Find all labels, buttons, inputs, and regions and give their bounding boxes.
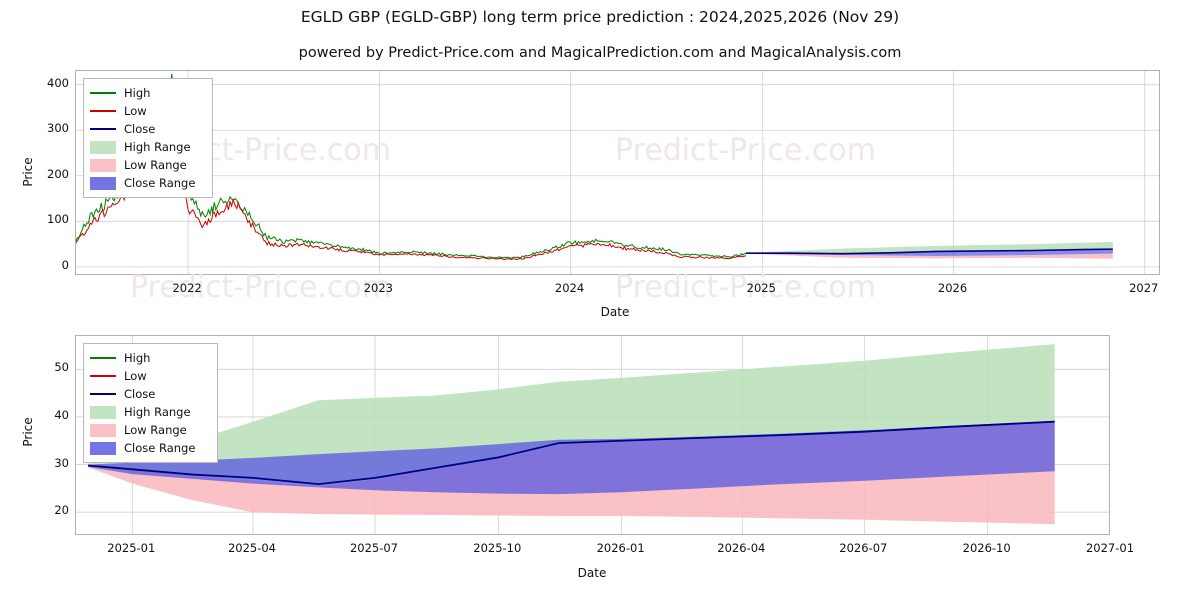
- top-y-tick: 300: [47, 121, 69, 136]
- legend-label: Close Range: [124, 441, 196, 455]
- legend-label: Low: [124, 369, 147, 383]
- top-x-tick: 2026: [937, 281, 968, 295]
- top-x-tick: 2027: [1129, 281, 1159, 295]
- legend-swatch-icon: [90, 423, 116, 437]
- legend-swatch-icon: [90, 105, 116, 117]
- legend-label: Close: [124, 122, 156, 136]
- bottom-x-tick: 2025-01: [107, 541, 156, 555]
- legend-label: Low Range: [124, 423, 187, 437]
- bottom-y-tick: 50: [54, 360, 69, 375]
- legend-swatch-icon: [90, 405, 116, 419]
- legend-label: High Range: [124, 405, 191, 419]
- bottom-x-tick: 2025-10: [473, 541, 522, 555]
- bottom-x-tick: 2025-04: [227, 541, 276, 555]
- legend-item-low-range: Low Range: [90, 156, 205, 174]
- legend-swatch-icon: [90, 87, 116, 99]
- legend-swatch-icon: [90, 158, 116, 172]
- legend-swatch-icon: [90, 352, 116, 364]
- bottom-x-tick: 2026-01: [596, 541, 645, 555]
- legend-swatch-icon: [90, 123, 116, 135]
- bottom-x-tick: 2027-01: [1085, 541, 1135, 555]
- top-y-tick: 400: [47, 75, 69, 90]
- legend-swatch-icon: [90, 176, 116, 190]
- legend-label: High Range: [124, 140, 191, 154]
- bottom-x-tick: 2026-10: [962, 541, 1011, 555]
- legend-item-high-range: High Range: [90, 403, 210, 421]
- legend-item-high: High: [90, 349, 210, 367]
- legend-label: High: [124, 351, 151, 365]
- legend-label: Low Range: [124, 158, 187, 172]
- top-chart-legend: High Low Close High Range Low Range Close Ran…: [83, 78, 213, 198]
- bottom-x-axis-label: Date: [577, 566, 607, 580]
- legend-label: Low: [124, 104, 147, 118]
- top-x-tick: 2025: [746, 281, 776, 295]
- top-y-tick: 200: [47, 166, 69, 181]
- legend-swatch-icon: [90, 370, 116, 382]
- legend-label: Close: [124, 387, 156, 401]
- legend-swatch-icon: [90, 441, 116, 455]
- bottom-y-tick: 40: [54, 407, 69, 422]
- bottom-y-tick: 30: [54, 455, 69, 470]
- top-y-tick: 100: [47, 212, 69, 227]
- legend-item-low: Low: [90, 102, 205, 120]
- legend-label: High: [124, 86, 151, 100]
- legend-item-low: Low: [90, 367, 210, 385]
- bottom-x-tick: 2026-04: [717, 541, 766, 555]
- bottom-x-tick: 2026-07: [839, 541, 888, 555]
- legend-label: Close Range: [124, 176, 196, 190]
- legend-swatch-icon: [90, 140, 116, 154]
- top-x-tick: 2022: [172, 281, 202, 295]
- legend-item-close: Close: [90, 385, 210, 403]
- legend-item-close: Close: [90, 120, 205, 138]
- page-subtitle: powered by Predict-Price.com and Magical…: [298, 45, 902, 61]
- legend-item-low-range: Low Range: [90, 421, 210, 439]
- top-y-tick: 0: [61, 257, 69, 272]
- legend-item-high: High: [90, 84, 205, 102]
- page-title: EGLD GBP (EGLD-GBP) long term price pred…: [300, 8, 900, 26]
- top-x-tick: 2023: [363, 281, 393, 295]
- legend-item-close-range: Close Range: [90, 439, 210, 457]
- legend-item-high-range: High Range: [90, 138, 205, 156]
- bottom-chart-legend: High Low Close High Range Low Range Close Ran…: [83, 343, 218, 463]
- legend-item-close-range: Close Range: [90, 174, 205, 192]
- bottom-x-tick: 2025-07: [349, 541, 398, 555]
- bottom-y-tick: 20: [54, 503, 69, 518]
- bottom-chart-plot-area: [75, 335, 1110, 535]
- top-x-tick: 2024: [554, 281, 585, 295]
- legend-swatch-icon: [90, 388, 116, 400]
- top-chart-plot-area: [75, 70, 1160, 275]
- top-x-axis-label: Date: [600, 305, 630, 319]
